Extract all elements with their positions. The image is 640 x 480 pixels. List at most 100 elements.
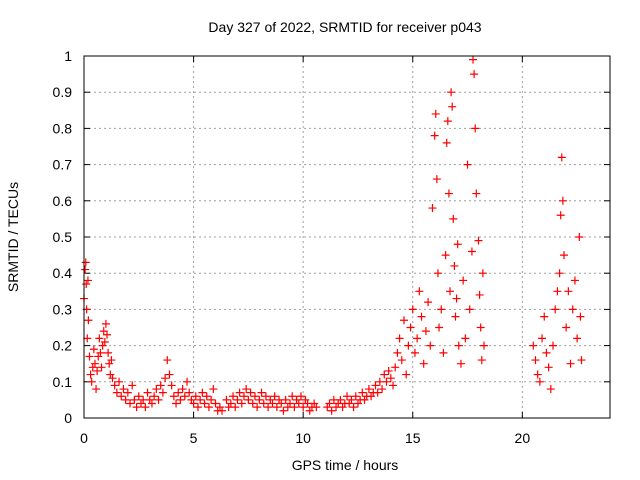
data-point: [478, 269, 487, 278]
data-point: [448, 102, 457, 111]
data-point: [338, 403, 347, 412]
y-tick-label: 1: [64, 48, 72, 64]
data-point: [244, 395, 253, 404]
data-point: [562, 323, 571, 332]
data-point: [531, 356, 540, 365]
data-point: [193, 403, 202, 412]
data-point: [564, 287, 573, 296]
data-point: [99, 327, 108, 336]
data-point: [123, 388, 132, 397]
data-point: [391, 363, 400, 372]
data-point: [555, 269, 564, 278]
data-point: [281, 395, 290, 404]
data-point: [465, 305, 474, 314]
data-point: [242, 385, 251, 394]
data-point: [239, 392, 248, 401]
data-point: [472, 189, 481, 198]
data-point: [279, 406, 288, 415]
data-point: [250, 392, 259, 401]
data-point: [553, 287, 562, 296]
plot-frame: [83, 55, 611, 419]
data-point: [439, 348, 448, 357]
data-point: [128, 381, 137, 390]
data-point: [89, 345, 98, 354]
data-point: [399, 316, 408, 325]
data-point: [347, 395, 356, 404]
data-point: [83, 334, 92, 343]
data-point: [152, 385, 161, 394]
data-point: [310, 399, 319, 408]
data-point: [449, 214, 458, 223]
data-point: [87, 377, 96, 386]
data-point: [255, 395, 264, 404]
data-point: [226, 399, 235, 408]
data-point: [475, 290, 484, 299]
x-tick-label: 15: [405, 430, 421, 446]
data-point: [557, 153, 566, 162]
data-point: [108, 374, 117, 383]
y-tick-label: 0: [64, 410, 72, 426]
data-point: [459, 276, 468, 285]
data-point: [456, 359, 465, 368]
data-point: [229, 392, 238, 401]
y-axis-label: SRMTID / TECUs: [5, 182, 21, 292]
data-point: [257, 388, 266, 397]
data-point: [419, 359, 428, 368]
data-point: [209, 385, 218, 394]
data-point: [202, 392, 211, 401]
data-point: [288, 392, 297, 401]
data-point: [402, 370, 411, 379]
y-tick-label: 0.4: [53, 265, 73, 281]
data-point: [215, 403, 224, 412]
data-point: [189, 399, 198, 408]
data-point: [264, 403, 273, 412]
data-point: [299, 403, 308, 412]
data-point: [296, 392, 305, 401]
data-point: [540, 312, 549, 321]
data-point: [549, 341, 558, 350]
data-point: [435, 323, 444, 332]
data-point: [169, 392, 178, 401]
data-point: [343, 392, 351, 401]
data-point: [568, 305, 577, 314]
data-point: [92, 385, 101, 394]
data-point: [382, 377, 391, 386]
data-point: [86, 370, 95, 379]
data-point: [286, 399, 295, 408]
data-point: [231, 403, 240, 412]
data-point: [84, 316, 93, 325]
data-point: [433, 269, 442, 278]
data-point: [101, 319, 110, 328]
y-tick-label: 0.1: [53, 374, 73, 390]
data-point: [577, 356, 586, 365]
data-point: [207, 395, 216, 404]
x-tick-label: 0: [80, 430, 88, 446]
data-point: [81, 265, 90, 274]
data-point: [397, 356, 406, 365]
data-point: [378, 385, 387, 394]
data-point: [196, 395, 205, 404]
data-point: [576, 312, 585, 321]
data-point: [441, 251, 450, 260]
data-point: [235, 388, 244, 397]
data-point: [431, 109, 440, 118]
data-point: [575, 233, 584, 241]
data-point: [312, 403, 321, 412]
data-point: [373, 388, 382, 397]
data-point: [270, 392, 279, 401]
y-tick-label: 0.2: [53, 338, 73, 354]
data-point: [112, 388, 121, 397]
data-point: [384, 366, 393, 375]
y-tick-label: 0.9: [53, 84, 73, 100]
data-point: [93, 366, 102, 375]
data-point: [452, 294, 461, 303]
data-point: [200, 399, 209, 408]
data-point: [336, 395, 345, 404]
data-point: [110, 381, 119, 390]
data-point: [183, 377, 192, 386]
data-point: [442, 138, 451, 147]
data-point: [104, 348, 113, 357]
data-point: [529, 341, 538, 350]
data-point: [566, 359, 575, 368]
